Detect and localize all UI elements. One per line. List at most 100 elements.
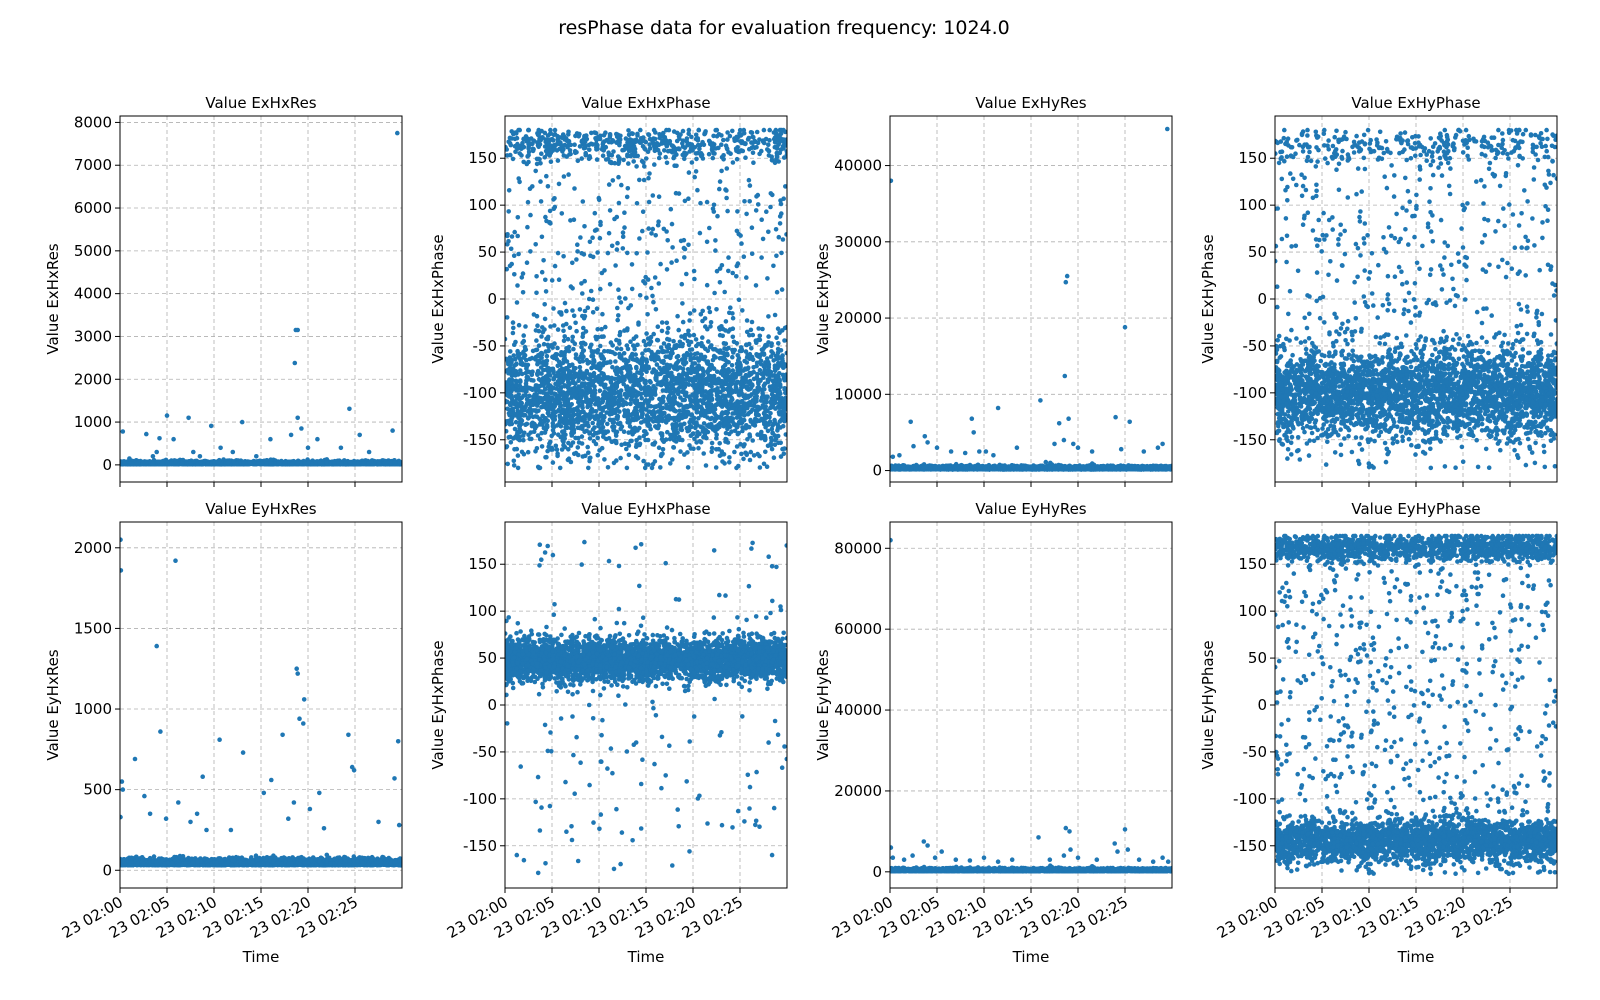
data-point xyxy=(581,325,586,331)
data-point xyxy=(700,308,705,314)
data-point xyxy=(590,420,595,426)
data-point xyxy=(534,274,539,279)
data-point xyxy=(529,377,534,383)
data-point xyxy=(753,283,759,288)
data-point xyxy=(629,262,635,267)
data-point xyxy=(696,445,701,451)
data-point xyxy=(509,261,514,267)
data-point xyxy=(516,251,521,257)
data-point xyxy=(609,243,615,249)
data-point xyxy=(579,156,584,161)
data-point xyxy=(539,151,544,156)
data-point xyxy=(740,308,745,313)
data-point xyxy=(676,191,682,196)
data-point xyxy=(390,428,395,433)
data-point xyxy=(674,258,679,264)
data-point xyxy=(633,334,639,339)
data-point xyxy=(553,443,559,449)
data-point xyxy=(757,465,763,470)
data-point xyxy=(649,285,654,291)
data-point xyxy=(697,230,703,236)
data-point xyxy=(619,182,624,188)
data-point xyxy=(582,308,588,314)
data-point xyxy=(660,447,666,452)
y-tick-label: 7000 xyxy=(74,156,112,174)
data-point xyxy=(528,212,533,218)
data-point xyxy=(561,338,567,344)
data-point xyxy=(295,327,301,333)
data-point xyxy=(634,201,640,206)
data-point xyxy=(509,234,515,239)
data-point xyxy=(552,263,558,269)
data-point xyxy=(715,213,720,219)
data-point xyxy=(561,174,567,179)
data-point xyxy=(521,437,526,443)
data-point xyxy=(510,330,516,336)
data-point xyxy=(746,177,752,183)
data-point xyxy=(651,331,656,337)
data-point xyxy=(588,288,594,294)
data-point xyxy=(520,290,526,295)
y-tick-label: 1000 xyxy=(74,413,112,431)
data-point xyxy=(180,461,185,467)
data-point xyxy=(568,284,574,289)
data-point xyxy=(637,293,643,298)
data-point xyxy=(653,233,658,238)
data-point xyxy=(150,461,156,467)
data-point xyxy=(613,263,618,268)
data-point xyxy=(566,172,571,177)
data-point xyxy=(320,461,325,467)
data-point xyxy=(709,440,715,446)
data-point xyxy=(198,460,203,465)
data-point xyxy=(736,297,742,303)
data-point xyxy=(571,313,577,319)
data-point xyxy=(255,461,261,467)
data-point xyxy=(511,325,516,331)
data-point xyxy=(612,216,617,222)
data-point xyxy=(658,465,663,470)
data-point xyxy=(208,423,214,429)
data-point xyxy=(610,343,615,348)
data-point xyxy=(539,234,545,240)
data-point xyxy=(575,249,580,254)
data-point xyxy=(597,235,603,241)
data-point xyxy=(784,232,787,237)
data-point xyxy=(649,231,654,236)
data-point xyxy=(618,300,624,305)
data-point xyxy=(772,442,778,448)
data-point xyxy=(661,226,667,232)
data-point xyxy=(535,323,540,329)
data-point xyxy=(641,177,647,183)
data-point xyxy=(520,271,526,276)
data-point xyxy=(351,461,357,467)
data-point xyxy=(542,302,547,307)
data-point xyxy=(515,215,521,220)
data-point xyxy=(526,415,532,420)
data-point xyxy=(539,444,545,449)
data-point xyxy=(505,461,511,467)
data-point xyxy=(616,313,621,318)
data-point xyxy=(241,461,246,466)
data-point xyxy=(225,460,231,466)
data-point xyxy=(741,254,747,259)
data-point xyxy=(775,346,781,352)
data-point xyxy=(618,455,623,461)
data-point xyxy=(547,220,552,225)
data-point xyxy=(219,462,224,467)
data-point xyxy=(566,447,571,452)
data-point xyxy=(305,445,311,451)
data-point xyxy=(749,225,755,230)
data-point xyxy=(749,319,755,325)
data-point xyxy=(684,271,689,277)
data-point xyxy=(561,328,566,334)
data-point xyxy=(680,319,686,325)
data-point xyxy=(506,188,512,193)
data-point xyxy=(650,226,656,232)
data-point xyxy=(625,186,631,191)
data-point xyxy=(640,228,645,234)
data-point xyxy=(695,351,700,356)
data-point xyxy=(755,192,761,198)
data-point xyxy=(587,239,593,245)
data-point xyxy=(664,267,670,272)
